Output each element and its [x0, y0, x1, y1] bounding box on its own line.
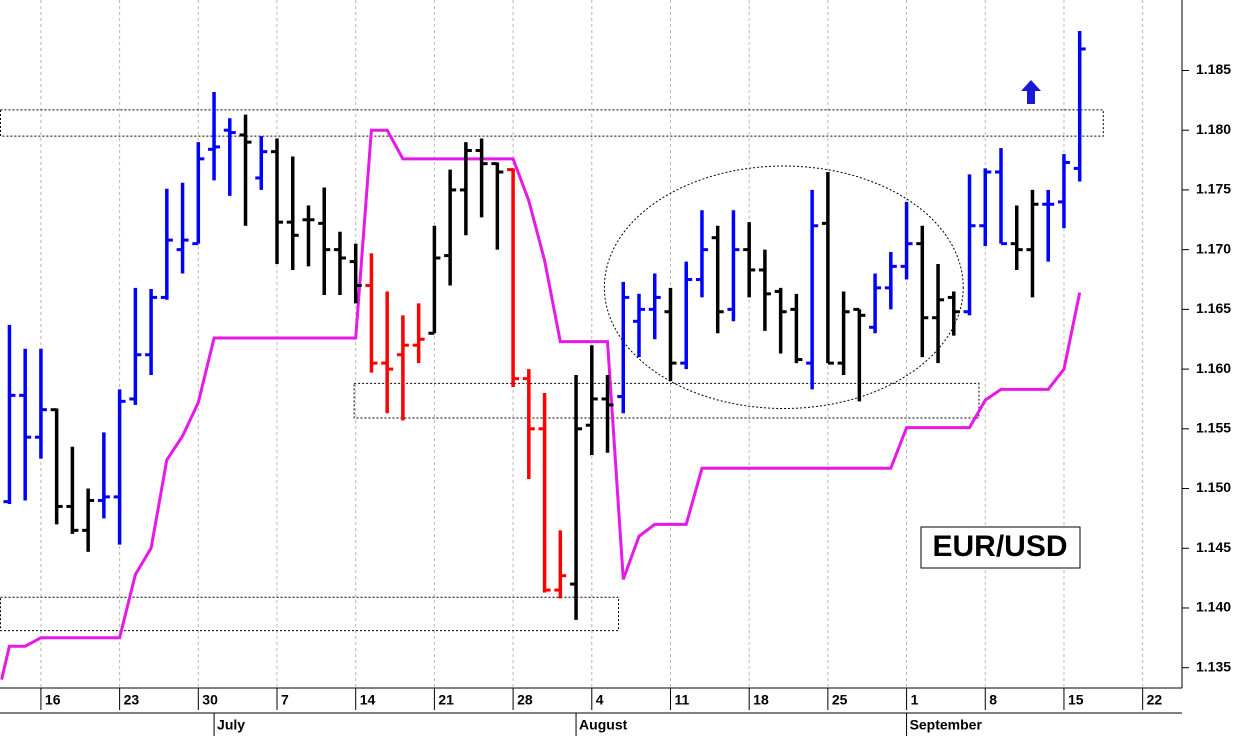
- y-tick-label: 1.165: [1196, 300, 1231, 316]
- y-tick-label: 1.155: [1196, 420, 1231, 436]
- stop-line: [0, 128, 1082, 680]
- x-tick-label: 15: [1068, 692, 1084, 708]
- zone: [0, 596, 620, 632]
- y-tick-label: 1.150: [1196, 479, 1231, 495]
- price-bars: [3, 31, 1086, 620]
- x-tick-label: 28: [517, 692, 533, 708]
- ellipse: [603, 165, 964, 409]
- y-tick-label: 1.145: [1196, 539, 1231, 555]
- x-tick-label: 25: [832, 692, 848, 708]
- x-tick-label: 18: [753, 692, 769, 708]
- x-tick-label: 4: [596, 692, 604, 708]
- annotation-box: [920, 526, 1081, 569]
- x-tick-label: 1: [911, 692, 919, 708]
- x-tick-label: 22: [1147, 692, 1163, 708]
- x-tick-label: 16: [45, 692, 61, 708]
- y-tick-label: 1.175: [1196, 181, 1231, 197]
- up-arrow: [1021, 80, 1041, 104]
- month-label: September: [910, 717, 983, 733]
- x-tick-label: 8: [989, 692, 997, 708]
- annotation: EUR/USD: [932, 530, 1067, 563]
- x-tick-label: 23: [124, 692, 140, 708]
- x-tick-label: 7: [281, 692, 289, 708]
- y-tick-label: 1.185: [1196, 61, 1231, 77]
- x-tick-label: 14: [360, 692, 376, 708]
- zone: [0, 109, 1104, 137]
- month-label: July: [217, 717, 245, 733]
- y-tick-label: 1.180: [1196, 121, 1231, 137]
- y-tick-label: 1.140: [1196, 599, 1231, 615]
- x-tick-label: 21: [438, 692, 454, 708]
- month-label: August: [579, 717, 628, 733]
- y-tick-label: 1.170: [1196, 240, 1231, 256]
- x-tick-label: 30: [202, 692, 218, 708]
- y-tick-label: 1.160: [1196, 360, 1231, 376]
- zone: [353, 382, 980, 419]
- zones: [0, 109, 1104, 632]
- stop-line: [0, 128, 1082, 680]
- x-tick-label: 11: [674, 692, 689, 708]
- y-tick-label: 1.135: [1196, 658, 1231, 674]
